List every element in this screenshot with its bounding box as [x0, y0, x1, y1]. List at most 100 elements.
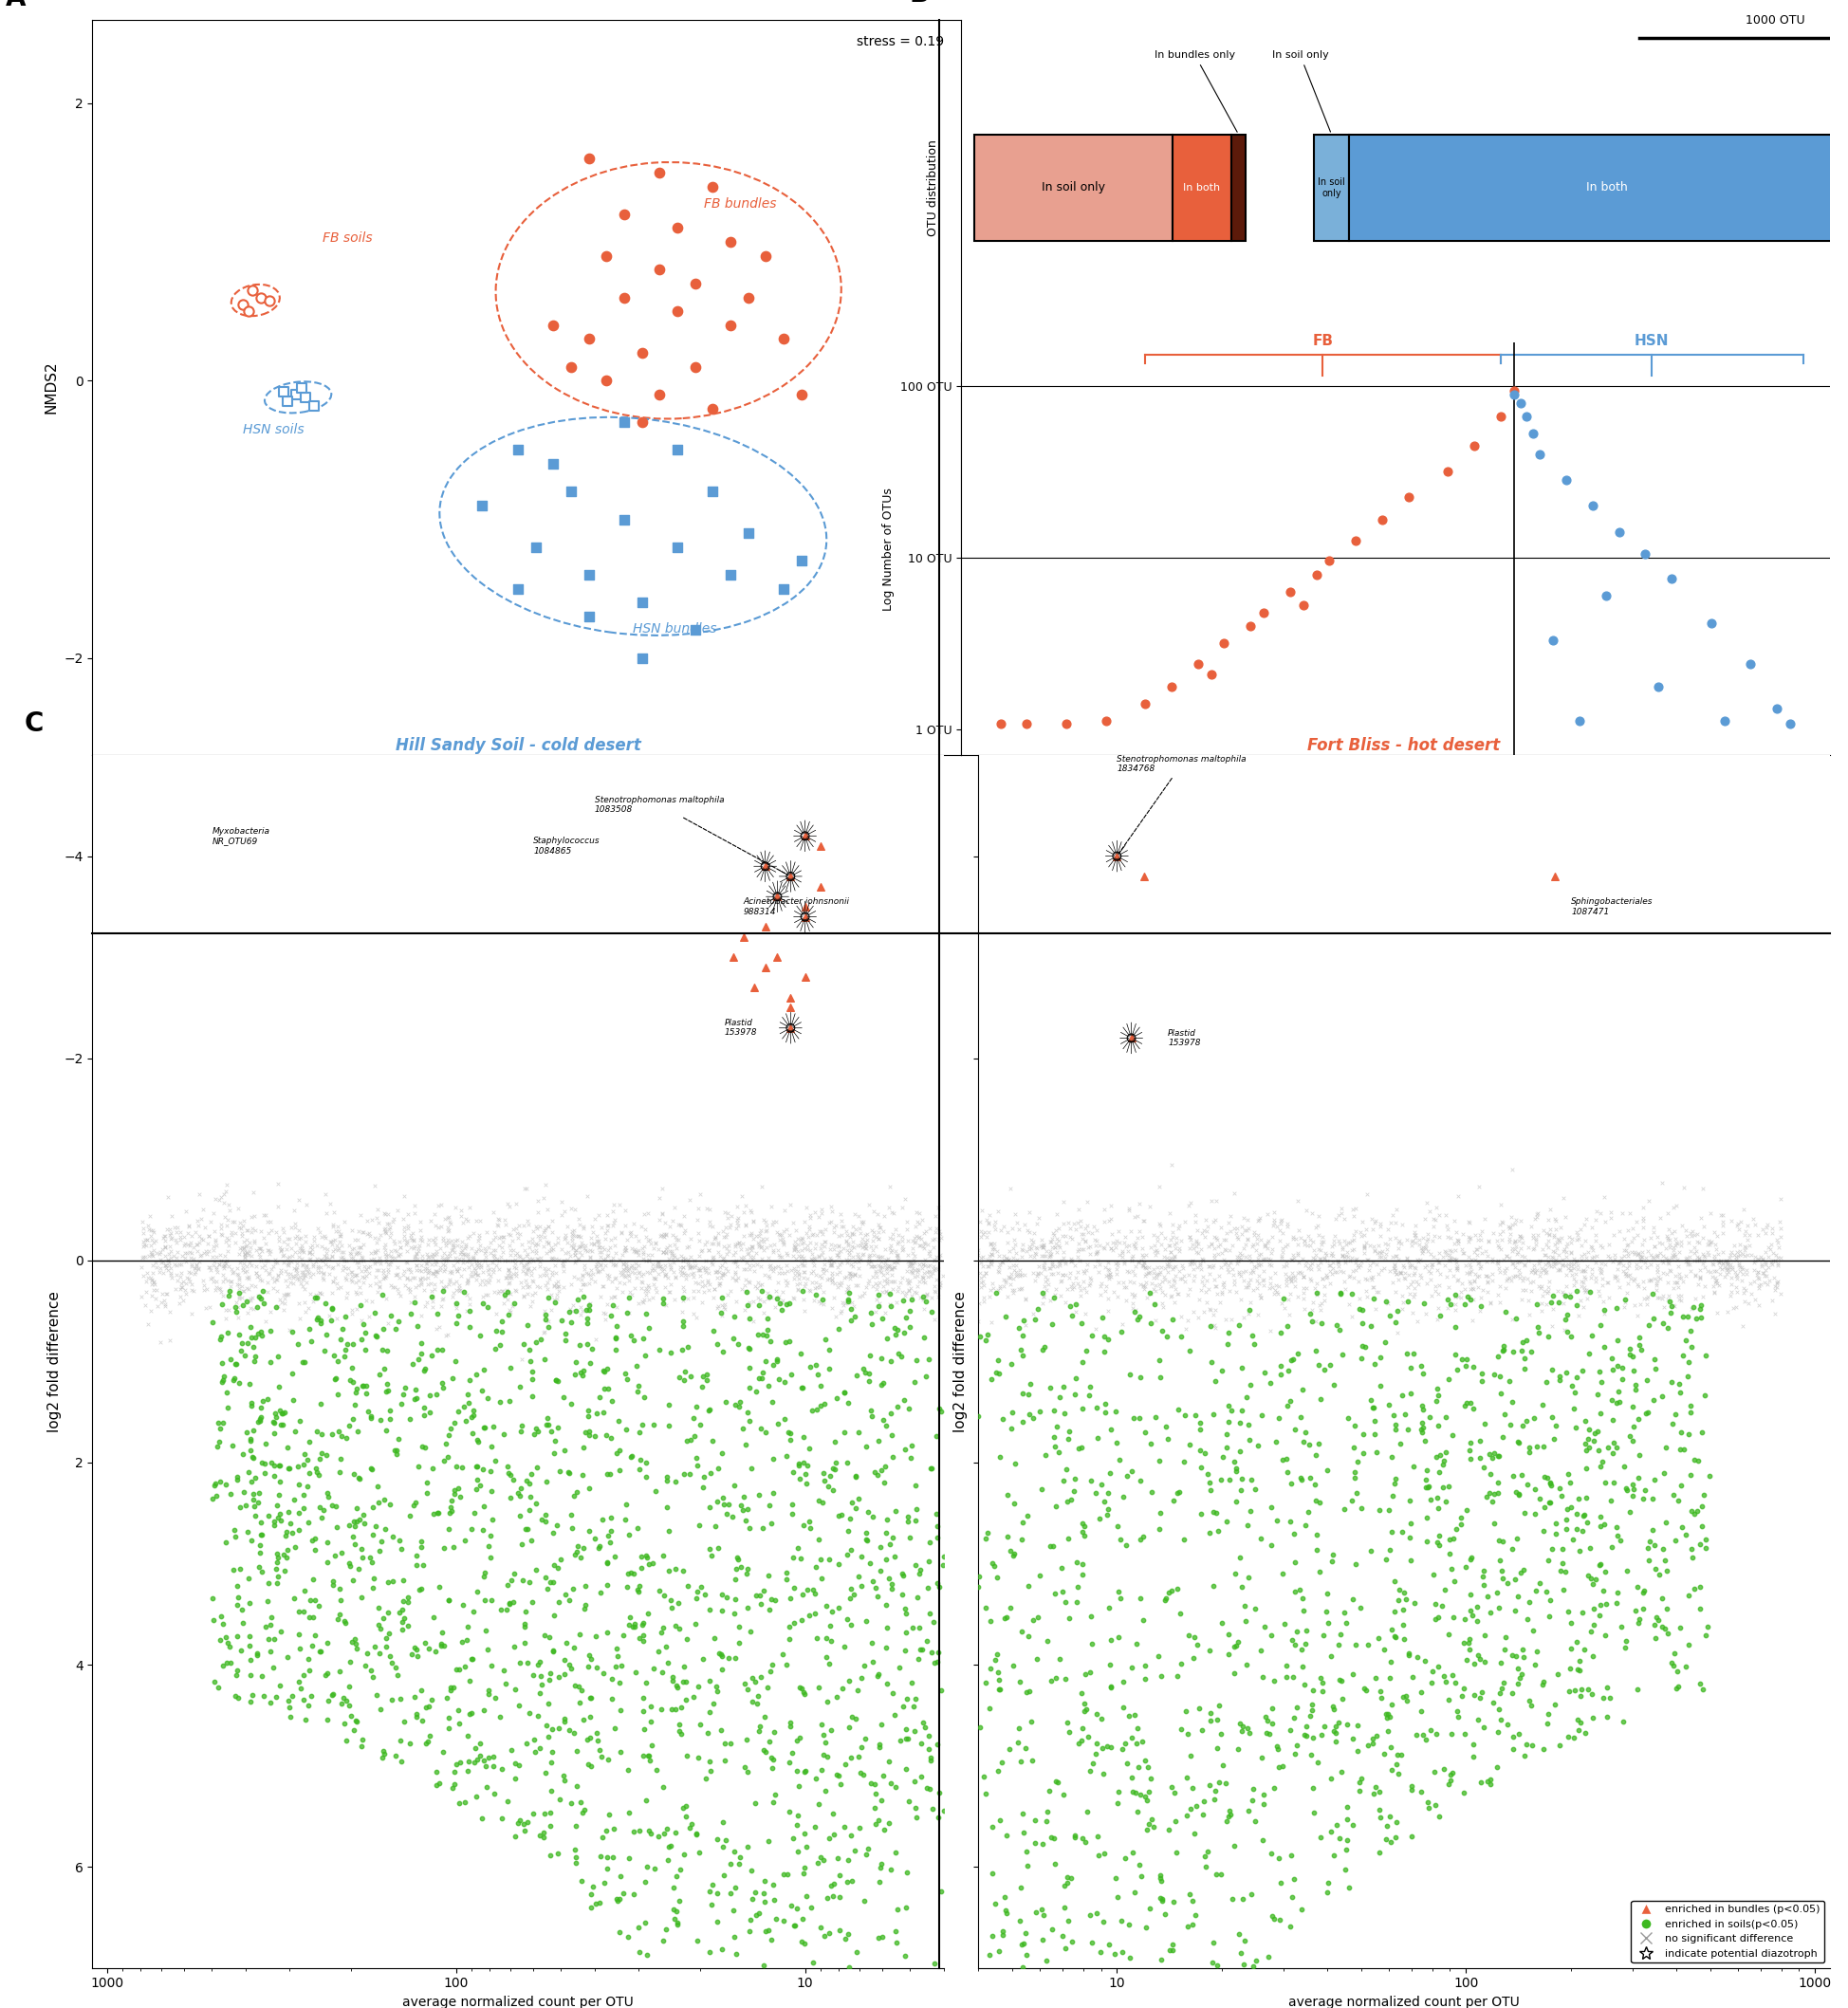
Point	[593, 1211, 623, 1243]
Point	[222, 1253, 251, 1285]
Point	[253, 1500, 283, 1532]
Point	[1698, 1247, 1728, 1279]
Point	[1504, 1237, 1534, 1269]
Point	[1539, 1247, 1569, 1279]
Point	[1534, 1486, 1563, 1518]
Point	[285, 1514, 314, 1546]
Point	[1739, 1203, 1769, 1235]
Point	[1680, 1572, 1709, 1604]
Point	[549, 1434, 578, 1466]
Point	[804, 1241, 833, 1273]
Point	[203, 1426, 233, 1458]
Point	[414, 1261, 444, 1293]
Point	[1482, 1247, 1512, 1279]
Point	[789, 1755, 819, 1787]
Point	[1602, 1253, 1632, 1285]
Point	[445, 1253, 475, 1285]
Point	[549, 1255, 578, 1287]
Point	[1578, 1233, 1608, 1265]
Point	[532, 1410, 562, 1442]
Point	[1671, 1651, 1700, 1683]
Point	[1386, 1227, 1416, 1259]
Point	[730, 1219, 760, 1251]
Point	[383, 1235, 412, 1267]
Point	[484, 1209, 514, 1241]
Point	[1632, 1287, 1661, 1319]
Point	[802, 1259, 832, 1291]
Point	[582, 1249, 612, 1281]
Point	[1443, 1263, 1473, 1295]
Point	[347, 1542, 377, 1574]
Point	[370, 1213, 399, 1245]
Point	[460, 1251, 490, 1283]
Point	[699, 1241, 728, 1273]
Point	[288, 1249, 318, 1281]
Point	[1238, 1950, 1268, 1982]
Point	[227, 1335, 257, 1367]
Point	[1521, 1498, 1550, 1530]
Point	[466, 1233, 495, 1265]
Point	[578, 1215, 608, 1247]
Point	[1660, 1289, 1689, 1321]
Point	[1698, 1217, 1728, 1249]
Point	[246, 1265, 275, 1297]
Point	[1530, 1257, 1560, 1289]
Point	[1560, 1243, 1589, 1275]
Point	[833, 1235, 863, 1267]
Point	[340, 1259, 370, 1291]
Point	[1576, 1231, 1606, 1263]
Point	[1465, 1681, 1495, 1713]
Point	[1301, 1333, 1331, 1365]
Point	[1305, 1428, 1334, 1460]
Point	[769, 1229, 798, 1261]
Point	[704, 1217, 734, 1249]
Point	[1654, 1197, 1684, 1229]
Point	[170, 1267, 200, 1299]
Point	[1366, 1341, 1395, 1373]
Point	[479, 1777, 508, 1809]
Point	[1499, 1227, 1528, 1259]
Point	[769, 1906, 798, 1938]
Point	[880, 1699, 909, 1731]
Point	[1497, 1303, 1526, 1335]
Point	[1578, 1641, 1608, 1673]
Point	[1007, 1333, 1037, 1365]
Point	[1430, 1235, 1460, 1267]
Point	[761, 1205, 791, 1237]
Point	[216, 1265, 246, 1297]
Point	[1569, 1261, 1599, 1293]
Point	[736, 1333, 765, 1365]
Point	[1264, 1271, 1294, 1303]
Point	[841, 1257, 870, 1289]
Point	[900, 1227, 930, 1259]
Point	[1305, 1349, 1334, 1382]
Point	[493, 1283, 523, 1315]
Point	[821, 1446, 850, 1478]
Point	[292, 1255, 322, 1287]
Point	[1525, 438, 1554, 470]
Point	[240, 1227, 270, 1259]
Point	[1763, 1231, 1793, 1263]
Point	[821, 1267, 850, 1299]
Point	[338, 1255, 368, 1287]
Point	[403, 1235, 432, 1267]
Point	[139, 1239, 168, 1271]
Point	[275, 1231, 305, 1263]
Point	[662, 1669, 691, 1701]
Point	[468, 1803, 497, 1835]
Point	[346, 1289, 375, 1321]
Point	[567, 1267, 597, 1299]
Point	[1210, 1249, 1240, 1281]
Point	[863, 1199, 893, 1231]
Point	[713, 1229, 743, 1261]
Point	[1140, 1229, 1170, 1261]
Point	[564, 1671, 593, 1703]
Point	[266, 1504, 296, 1536]
Point	[338, 1404, 368, 1436]
Point	[1155, 1281, 1185, 1313]
Point	[1194, 1835, 1223, 1867]
Point	[342, 1237, 371, 1269]
Point	[597, 1223, 626, 1255]
Point	[649, 1253, 678, 1285]
Point	[1602, 1432, 1632, 1464]
